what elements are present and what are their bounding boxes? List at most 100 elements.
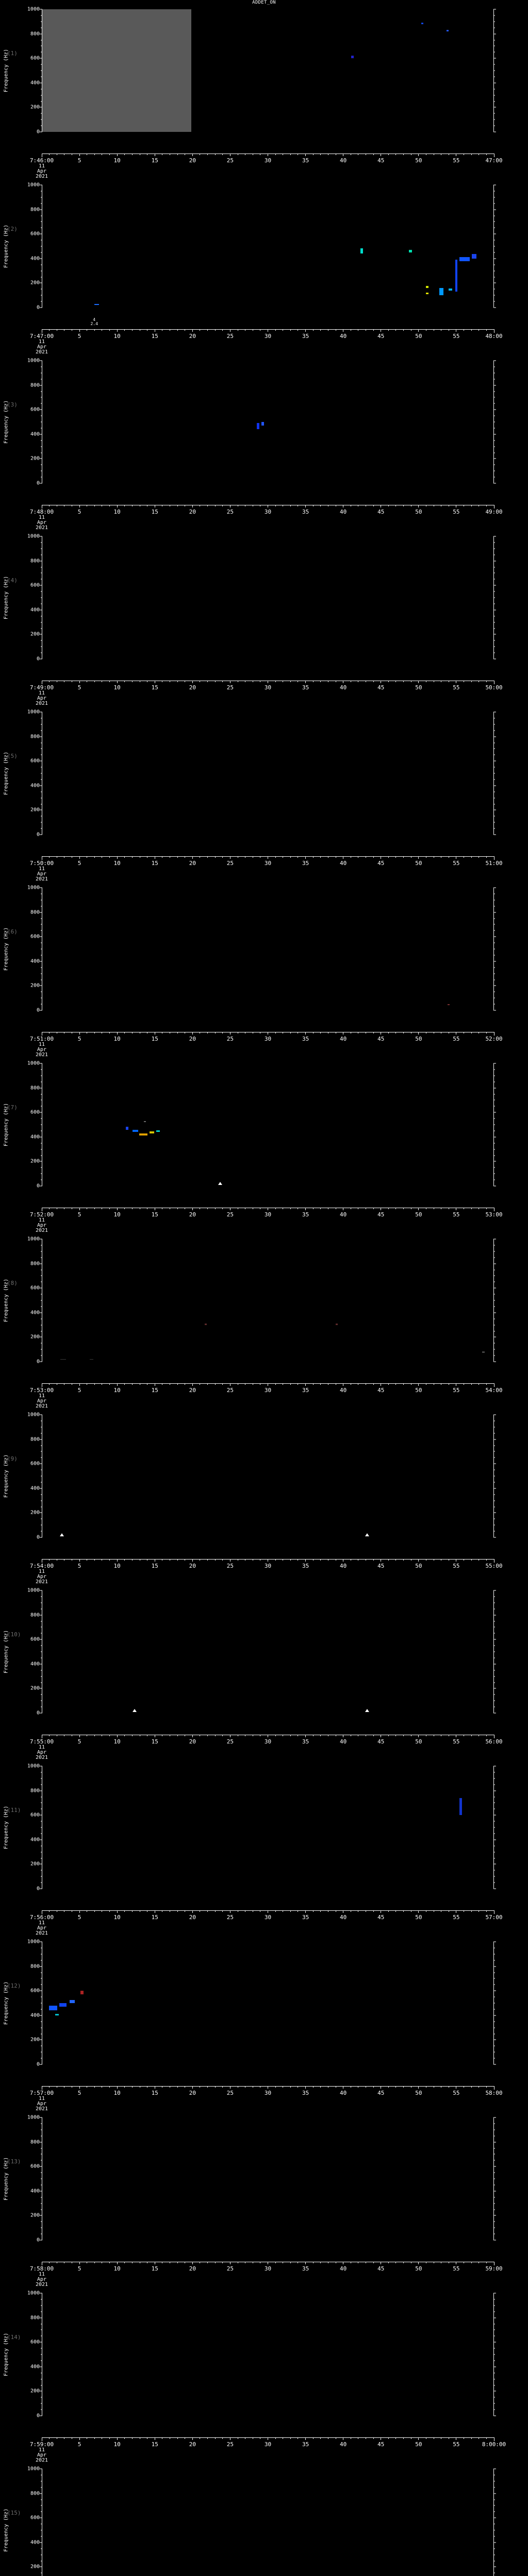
x-tick-minor: [94, 1910, 95, 1912]
x-tick-minor: [312, 1208, 314, 1209]
x-tick-label: 55: [453, 1738, 460, 1745]
x-tick-minor: [275, 681, 276, 682]
x-tick-minor: [131, 1383, 133, 1385]
x-tick-minor: [486, 2086, 487, 2088]
y-tick-mark: [40, 2064, 42, 2065]
x-tick-label: 7:52:00: [29, 1211, 54, 1218]
detection-track: [421, 22, 423, 24]
y-tick-mark: [493, 609, 496, 611]
detection-track: [139, 1133, 147, 1136]
x-tick-major: [418, 1910, 419, 1913]
y-tick-mark: [40, 2317, 42, 2318]
x-tick-minor: [124, 154, 125, 155]
y-tick-mark-minor: [493, 1075, 495, 1076]
x-tick-minor: [312, 329, 314, 331]
spectrogram-panel: (11) Frequency (Hz) 0 200 400 600 800 1000 7:56:…: [0, 1764, 528, 1942]
y-tick-mark-minor: [41, 730, 42, 731]
panel-index-label: (12): [7, 1982, 21, 1989]
y-tick-mark: [40, 2366, 42, 2367]
x-tick-label: 47:00: [485, 157, 503, 164]
x-tick-label: 25: [226, 1211, 234, 1218]
x-tick-label: 45: [377, 2265, 385, 2272]
x-tick-label: 50: [415, 1211, 422, 1218]
y-tick-mark-minor: [493, 1300, 495, 1301]
y-tick-label: 800: [30, 2490, 40, 2497]
x-tick-minor: [109, 2437, 110, 2439]
y-tick-mark-minor: [493, 372, 495, 374]
y-tick-mark-minor: [41, 1081, 42, 1082]
x-tick-label: 15: [151, 1563, 158, 1569]
y-tick-mark-minor: [493, 2354, 495, 2355]
x-tick-minor: [478, 1735, 480, 1736]
x-tick-minor: [222, 1208, 223, 1209]
y-tick-mark-minor: [41, 1420, 42, 1421]
y-tick-mark-minor: [41, 2403, 42, 2404]
x-axis-date: 11 Apr 2021: [35, 866, 48, 882]
x-tick-minor: [471, 1735, 472, 1736]
x-tick-label: 20: [189, 2090, 196, 2096]
x-tick-minor: [388, 1735, 389, 1736]
y-tick-mark-minor: [41, 1596, 42, 1597]
x-tick-major: [117, 1559, 118, 1562]
x-tick-minor: [395, 681, 397, 682]
x-tick-label: 20: [189, 1738, 196, 1745]
y-tick-label: 0: [36, 1710, 40, 1716]
x-tick-major: [117, 2437, 118, 2440]
x-tick-label: 7:48:00: [29, 509, 54, 515]
y-tick-mark-minor: [41, 979, 42, 980]
y-tick-label: 0: [36, 2413, 40, 2419]
x-tick-minor: [207, 2262, 208, 2263]
y-tick-mark-minor: [493, 1947, 495, 1948]
x-tick-major: [305, 2437, 306, 2440]
x-tick-minor: [373, 2262, 374, 2263]
y-tick-mark-minor: [41, 1106, 42, 1107]
y-tick-mark-minor: [41, 2311, 42, 2312]
y-tick-mark-minor: [493, 1657, 495, 1658]
x-tick-minor: [94, 2086, 95, 2088]
panel-index-label: (1): [7, 49, 18, 57]
x-tick-minor: [177, 1559, 178, 1561]
x-tick-minor: [222, 154, 223, 155]
x-tick-label: 7:51:00: [29, 1036, 54, 1042]
x-tick-minor: [124, 1383, 125, 1385]
y-tick-label: 600: [30, 1636, 40, 1642]
x-tick-minor: [290, 2086, 291, 2088]
y-tick-mark-minor: [41, 2505, 42, 2506]
y-tick-label: 200: [30, 2212, 40, 2218]
y-tick-label: 200: [30, 1158, 40, 1164]
y-tick-mark-minor: [493, 640, 495, 641]
x-tick-minor: [124, 1208, 125, 1209]
y-tick-label: 600: [30, 2163, 40, 2170]
x-tick-major: [117, 1032, 118, 1035]
x-tick-label: 10: [113, 2441, 121, 2448]
x-tick-minor: [388, 1208, 389, 1209]
x-tick-label: 5: [77, 860, 81, 867]
x-axis-date: 11 Apr 2021: [35, 515, 48, 531]
x-tick-major: [192, 1383, 193, 1386]
y-tick-mark: [40, 1815, 42, 1816]
y-tick-mark-minor: [41, 2305, 42, 2306]
x-tick-label: 10: [113, 860, 121, 867]
y-tick-mark: [493, 1537, 496, 1538]
y-tick-mark-minor: [493, 1476, 495, 1477]
x-tick-major: [418, 856, 419, 859]
y-tick-mark-minor: [493, 1257, 495, 1258]
event-marker-icon: [132, 1709, 137, 1712]
x-tick-major: [117, 681, 118, 683]
y-tick-label: 400: [30, 1661, 40, 1667]
